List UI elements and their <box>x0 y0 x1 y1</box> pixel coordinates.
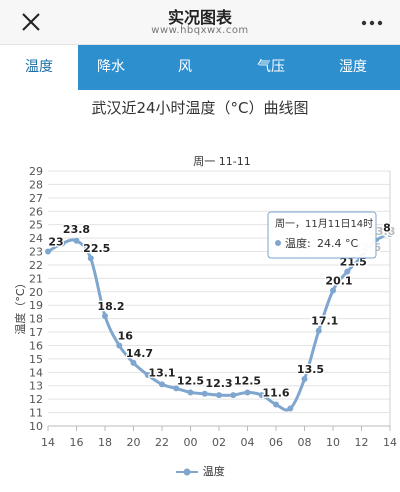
page-url: www.hbqxwx.com <box>151 25 249 36</box>
y-tick-label: 22 <box>29 259 43 272</box>
data-label: 20.1 <box>325 274 352 287</box>
data-point[interactable] <box>344 268 351 275</box>
y-tick-label: 21 <box>29 272 43 285</box>
data-label: 12.5 <box>234 374 261 387</box>
y-tick-label: 16 <box>29 339 43 352</box>
x-tick-label: 14 <box>383 436 397 449</box>
y-tick-label: 28 <box>29 178 43 191</box>
x-tick-label: 08 <box>298 436 312 449</box>
data-label: 23 <box>48 236 63 249</box>
tooltip: 周一，11月11日14时 温度: 24.4 °C <box>267 211 377 259</box>
y-tick-label: 24 <box>29 232 43 245</box>
data-label: 18.2 <box>97 300 124 313</box>
top-bar: 实况图表 www.hbqxwx.com <box>0 0 400 45</box>
x-tick-label: 02 <box>212 436 226 449</box>
data-label: 14.7 <box>126 347 153 360</box>
data-label: 22.5 <box>83 242 110 255</box>
y-tick-label: 11 <box>29 407 43 420</box>
y-axis-label: 温度（°C） <box>13 277 27 334</box>
tab-bar: 温度 降水 风 气压 湿度 <box>0 45 400 90</box>
chart-title: 武汉近24小时温度（°C）曲线图 <box>91 99 309 117</box>
data-label: 23.8 <box>63 223 90 236</box>
data-point[interactable] <box>230 392 237 399</box>
data-point[interactable] <box>59 240 66 247</box>
legend-label: 温度 <box>202 465 225 478</box>
chart-subtitle: 周一 11-11 <box>193 155 250 168</box>
y-tick-label: 14 <box>29 366 43 379</box>
tooltip-marker <box>275 240 281 246</box>
data-label: 16 <box>118 329 134 342</box>
data-point[interactable] <box>187 389 194 396</box>
page-title: 实况图表 <box>167 8 232 27</box>
data-point[interactable] <box>330 287 336 294</box>
data-point[interactable] <box>301 376 308 383</box>
x-tick-label: 16 <box>70 436 84 449</box>
chart-legend[interactable]: 温度 <box>0 463 400 479</box>
tab-humidity[interactable]: 湿度 <box>339 59 367 75</box>
data-point[interactable] <box>116 342 123 349</box>
x-tick-label: 20 <box>127 436 141 449</box>
y-tick-label: 19 <box>29 299 43 312</box>
data-point[interactable] <box>130 359 137 366</box>
x-tick-label: 10 <box>326 436 340 449</box>
y-tick-label: 29 <box>29 165 43 178</box>
tab-temperature[interactable]: 温度 <box>0 45 78 90</box>
data-point[interactable] <box>87 255 94 262</box>
y-tick-label: 17 <box>29 326 43 339</box>
data-point[interactable] <box>287 405 294 412</box>
y-tick-label: 23 <box>29 246 43 259</box>
data-point[interactable] <box>201 390 208 397</box>
y-tick-label: 13 <box>29 380 43 393</box>
more-icon[interactable] <box>360 14 384 32</box>
data-point[interactable] <box>273 401 279 408</box>
data-point[interactable] <box>102 312 108 319</box>
x-tick-label: 06 <box>269 436 283 449</box>
x-tick-label: 22 <box>155 436 169 449</box>
data-point[interactable] <box>144 372 151 378</box>
data-point[interactable] <box>315 327 322 334</box>
x-tick-label: 12 <box>355 436 369 449</box>
data-label: 17.1 <box>311 315 338 328</box>
y-tick-label: 18 <box>29 313 43 326</box>
tooltip-value: 24.4 °C <box>317 237 358 250</box>
data-label: 13.5 <box>297 363 324 376</box>
x-tick-label: 04 <box>241 436 255 449</box>
x-tick-label: 18 <box>98 436 112 449</box>
data-point[interactable] <box>45 248 51 255</box>
data-label: 12.5 <box>177 374 204 387</box>
x-tick-label: 00 <box>184 436 198 449</box>
data-label: 12.3 <box>205 377 232 390</box>
data-point[interactable] <box>173 385 180 392</box>
axes: 1011121314151617181920212223242526272829… <box>29 165 397 449</box>
y-tick-label: 12 <box>29 393 43 406</box>
tooltip-title: 周一，11月11日14时 <box>275 218 373 230</box>
y-tick-label: 27 <box>29 192 43 205</box>
data-point[interactable] <box>216 392 222 399</box>
legend-line-icon <box>176 468 199 476</box>
data-point[interactable] <box>258 392 265 399</box>
data-label: 13.1 <box>148 366 175 379</box>
data-label: 11.6 <box>262 387 289 400</box>
y-tick-label: 15 <box>29 353 43 366</box>
y-tick-label: 26 <box>29 205 43 218</box>
data-point[interactable] <box>244 389 251 396</box>
temperature-chart: 1011121314151617181920212223242526272829… <box>13 155 397 449</box>
tooltip-label: 温度: <box>285 236 311 250</box>
data-label: 8 <box>383 222 391 235</box>
tab-precipitation[interactable]: 降水 <box>97 59 125 75</box>
y-tick-label: 20 <box>29 286 43 299</box>
y-tick-label: 10 <box>29 420 43 433</box>
y-tick-label: 25 <box>29 219 43 232</box>
x-tick-label: 14 <box>41 436 55 449</box>
data-point[interactable] <box>73 237 80 244</box>
data-point[interactable] <box>384 226 396 239</box>
data-point[interactable] <box>159 381 165 388</box>
tab-wind[interactable]: 风 <box>178 59 192 75</box>
tab-pressure[interactable]: 气压 <box>257 59 285 75</box>
close-icon[interactable] <box>18 9 44 35</box>
